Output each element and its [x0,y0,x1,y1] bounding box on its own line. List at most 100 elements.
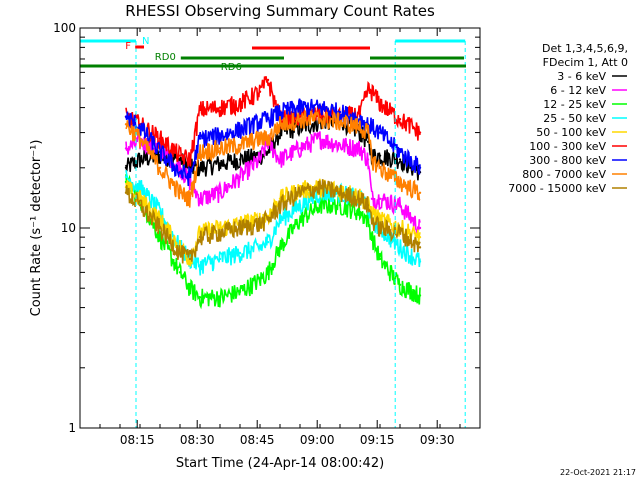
axis-layer: 08:15 08:30 08:45 09:00 09:15 09:30 1 10 100 [53,21,481,447]
chart-title: RHESSI Observing Summary Count Rates [125,2,435,20]
data-point [398,246,402,249]
data-point [188,175,192,179]
data-point [398,150,402,154]
data-point [358,197,362,200]
data-point [418,235,422,239]
data-point [318,137,322,140]
data-point [318,185,322,189]
data-point [398,117,402,121]
data-point [238,175,242,179]
data-point [278,123,282,126]
data-point [158,137,162,140]
data-point [370,218,374,221]
data-point [158,166,162,169]
data-point [266,150,270,154]
data-point [418,294,422,297]
footer-date: 22-Oct-2021 21:17 [560,468,636,477]
data-point [124,191,128,194]
data-point [366,158,370,161]
data-point [218,231,222,234]
data-point [188,257,192,261]
x-tick-label: 09:15 [360,433,395,447]
data-point [266,78,270,82]
data-point [278,110,282,114]
data-point [124,166,128,169]
data-point [138,204,142,207]
data-point [258,246,262,249]
x-tick-label: 08:45 [240,433,275,447]
data-point [266,137,270,140]
data-point [370,235,374,239]
data-point [338,204,342,207]
data-point [218,162,222,165]
data-point [238,143,242,147]
data-point [258,158,262,161]
data-point [238,290,242,293]
data-point [278,204,282,207]
data-point [278,158,282,161]
data-point [366,131,370,134]
data-point [366,218,370,221]
data-point [298,106,302,109]
legend-label: 6 - 12 keV [550,84,606,97]
data-point [298,117,302,121]
data-point [238,128,242,131]
data-point [178,171,182,174]
data-point [198,108,202,111]
data-point [398,231,402,234]
flag-label: RD0 [155,52,176,63]
data-point [258,222,262,225]
data-point [158,235,162,239]
data-point [198,197,202,200]
data-point [298,218,302,221]
data-point [266,218,270,221]
data-point [418,260,422,263]
data-point [218,147,222,150]
data-point [398,158,402,161]
data-point [158,226,162,230]
data-point [238,226,242,230]
night-label: N [142,36,149,47]
data-point [418,191,422,194]
data-point [318,117,322,121]
series-line [125,174,421,310]
data-point [418,246,422,249]
data-point [218,191,222,194]
y-axis-title: Count Rate (s⁻¹ detector⁻¹) [29,140,44,317]
data-point [138,158,142,161]
series-300-800-kev [124,98,422,186]
data-point [218,257,222,261]
data-point [298,191,302,194]
data-point [378,166,382,169]
legend-label: 100 - 300 keV [529,140,606,153]
x-tick-label: 09:30 [420,433,455,447]
data-point [418,131,422,134]
data-point [378,218,382,221]
data-point [298,115,302,118]
data-point [378,131,382,134]
data-point [178,166,182,169]
data-point [378,154,382,157]
legend-label: 3 - 6 keV [557,70,606,83]
x-axis-title: Start Time (24-Apr-14 08:00:42) [176,456,384,471]
data-point [238,102,242,105]
series-line [125,98,421,186]
series-12-25-kev [124,174,422,310]
legend-label: 800 - 7000 keV [522,168,606,181]
data-point [278,246,282,249]
data-point [178,154,182,157]
data-point [378,226,382,230]
annotation-layer: NF RD0 RD6 [80,36,466,428]
data-point [378,102,382,105]
data-point [124,115,128,118]
legend-header-line-1: Det 1,3,4,5,6,9, [542,42,628,55]
data-point [178,191,182,194]
data-point [338,143,342,147]
data-point [188,158,192,161]
legend-label: 12 - 25 keV [543,98,606,111]
y-tick-label: 100 [53,21,76,35]
data-point [338,110,342,114]
data-point [378,197,382,200]
